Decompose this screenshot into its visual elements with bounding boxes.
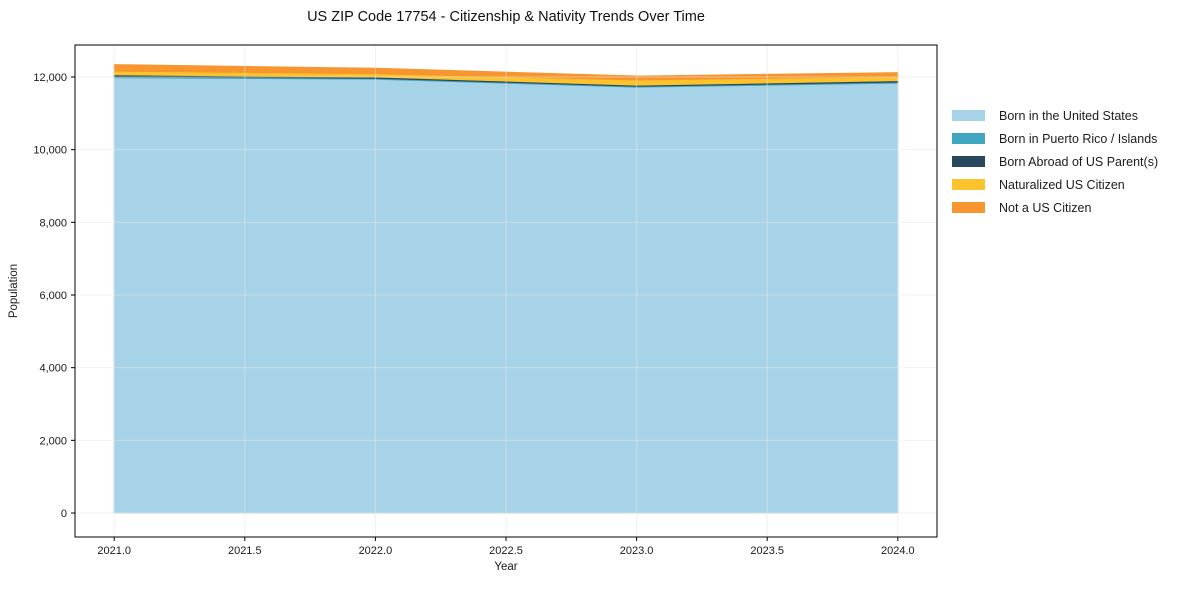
y-tick-label: 6,000 xyxy=(39,290,67,302)
chart-title: US ZIP Code 17754 - Citizenship & Nativi… xyxy=(307,9,705,25)
y-axis-label: Population xyxy=(8,263,20,319)
legend-item: Naturalized US Citizen xyxy=(952,173,1158,196)
legend-label: Born Abroad of US Parent(s) xyxy=(999,154,1159,169)
legend-label: Naturalized US Citizen xyxy=(999,177,1125,192)
x-tick-label: 2024.0 xyxy=(881,545,915,557)
y-tick-label: 4,000 xyxy=(39,363,67,375)
x-tick-label: 2023.5 xyxy=(750,545,784,557)
legend-swatch-born-us-icon xyxy=(952,110,985,121)
legend-label: Not a US Citizen xyxy=(999,200,1092,215)
y-tick-label: 8,000 xyxy=(39,217,67,229)
legend-item: Born in Puerto Rico / Islands xyxy=(952,127,1158,150)
x-tick-label: 2021.0 xyxy=(97,545,131,557)
y-tick-label: 0 xyxy=(61,508,67,520)
x-tick-label: 2022.5 xyxy=(489,545,523,557)
legend-swatch-born-pr-icon xyxy=(952,133,985,144)
x-tick-label: 2023.0 xyxy=(620,545,654,557)
legend-label: Born in Puerto Rico / Islands xyxy=(999,131,1158,146)
legend-item: Not a US Citizen xyxy=(952,196,1158,219)
x-tick-label: 2022.0 xyxy=(359,545,393,557)
y-tick-label: 2,000 xyxy=(39,435,67,447)
legend-swatch-born-abroad-icon xyxy=(952,156,985,167)
legend-item: Born in the United States xyxy=(952,104,1158,127)
y-tick-label: 12,000 xyxy=(33,72,67,84)
legend: Born in the United States Born in Puerto… xyxy=(952,104,1158,219)
x-axis-label: Year xyxy=(494,561,518,573)
legend-swatch-not-citizen-icon xyxy=(952,202,985,213)
legend-swatch-naturalized-icon xyxy=(952,179,985,190)
legend-label: Born in the United States xyxy=(999,108,1138,123)
x-tick-label: 2021.5 xyxy=(228,545,262,557)
legend-item: Born Abroad of US Parent(s) xyxy=(952,150,1158,173)
y-tick-label: 10,000 xyxy=(33,145,67,157)
